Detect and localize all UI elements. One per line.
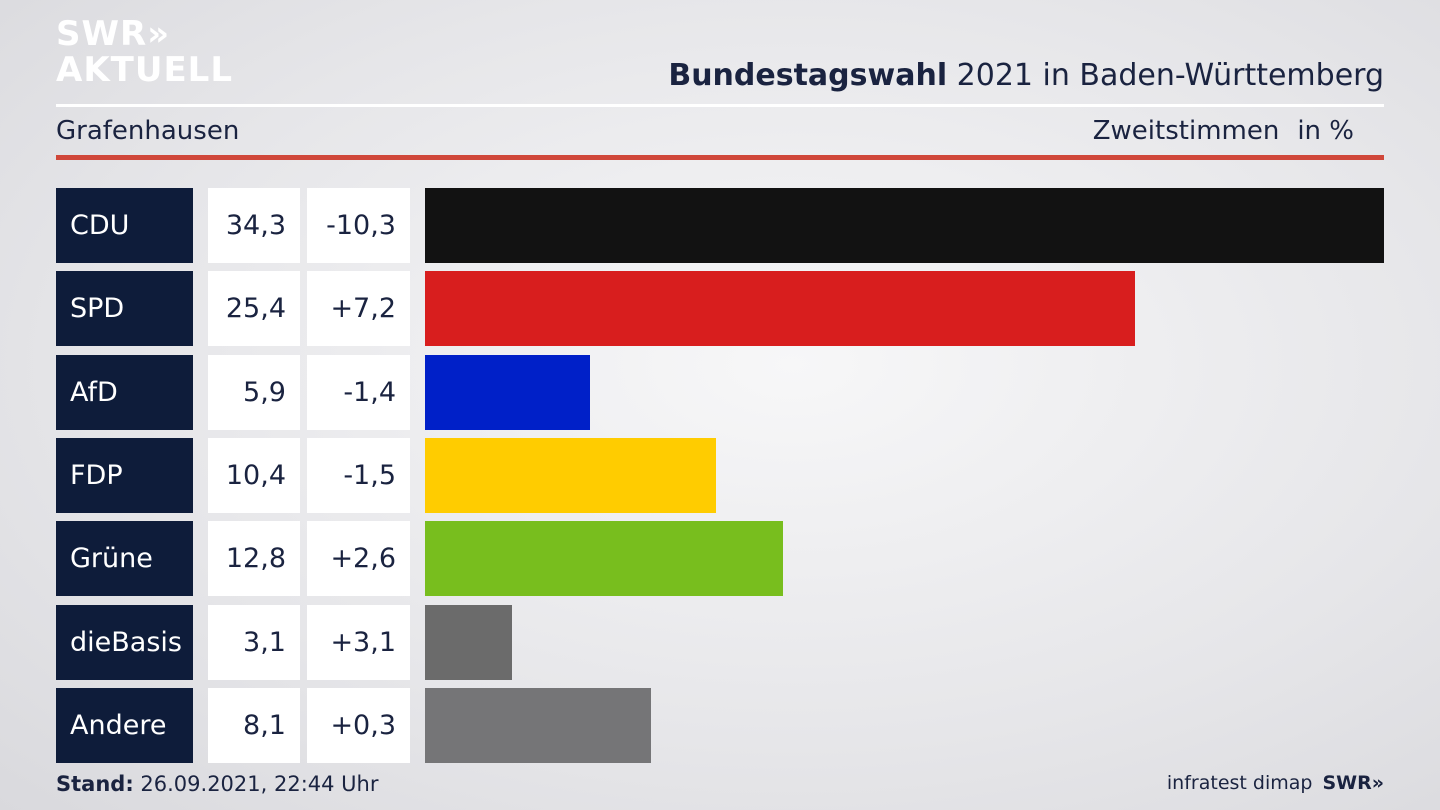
value-label: 34,3 (208, 188, 300, 263)
source-credit: infratest dimap SWR» (1167, 772, 1384, 794)
change-label: +2,6 (307, 521, 410, 596)
header-divider (56, 104, 1384, 107)
value-label: 12,8 (208, 521, 300, 596)
value-label: 8,1 (208, 688, 300, 763)
party-label: Grüne (56, 521, 193, 596)
change-label: +0,3 (307, 688, 410, 763)
change-label: -10,3 (307, 188, 410, 263)
swr-brand-logo: SWR» (1322, 772, 1384, 794)
swr-aktuell-logo: SWR» AKTUELL (56, 16, 233, 88)
subheader-divider (56, 155, 1384, 160)
party-label: dieBasis (56, 605, 193, 680)
bar (425, 521, 783, 596)
value-label: 3,1 (208, 605, 300, 680)
stand-value: 26.09.2021, 22:44 Uhr (133, 772, 379, 796)
party-label: CDU (56, 188, 193, 263)
value-label: 5,9 (208, 355, 300, 430)
party-label: Andere (56, 688, 193, 763)
change-label: +7,2 (307, 271, 410, 346)
party-label: AfD (56, 355, 193, 430)
title-rest: 2021 in Baden-Württemberg (947, 58, 1384, 93)
stand-label: Stand: (56, 772, 134, 796)
title-bold: Bundestagswahl (668, 58, 948, 93)
unit-label: in % (1297, 116, 1354, 146)
change-label: +3,1 (307, 605, 410, 680)
measure-label-group: Zweitstimmen in % (1075, 116, 1354, 146)
measure-label: Zweitstimmen (1092, 116, 1280, 146)
timestamp: Stand: 26.09.2021, 22:44 Uhr (56, 772, 379, 796)
party-label: FDP (56, 438, 193, 513)
location-label: Grafenhausen (56, 116, 240, 146)
change-label: -1,4 (307, 355, 410, 430)
bar (425, 688, 651, 763)
bar (425, 271, 1135, 346)
logo-line-aktuell: AKTUELL (56, 50, 234, 90)
logo-line-swr: SWR» (56, 14, 171, 54)
source-label: infratest dimap (1166, 772, 1313, 794)
bar (425, 438, 716, 513)
value-label: 10,4 (208, 438, 300, 513)
bar (425, 188, 1384, 263)
party-label: SPD (56, 271, 193, 346)
bar (425, 355, 590, 430)
value-label: 25,4 (208, 271, 300, 346)
change-label: -1,5 (307, 438, 410, 513)
page-title: Bundestagswahl 2021 in Baden-Württemberg (668, 58, 1384, 93)
bar (425, 605, 512, 680)
